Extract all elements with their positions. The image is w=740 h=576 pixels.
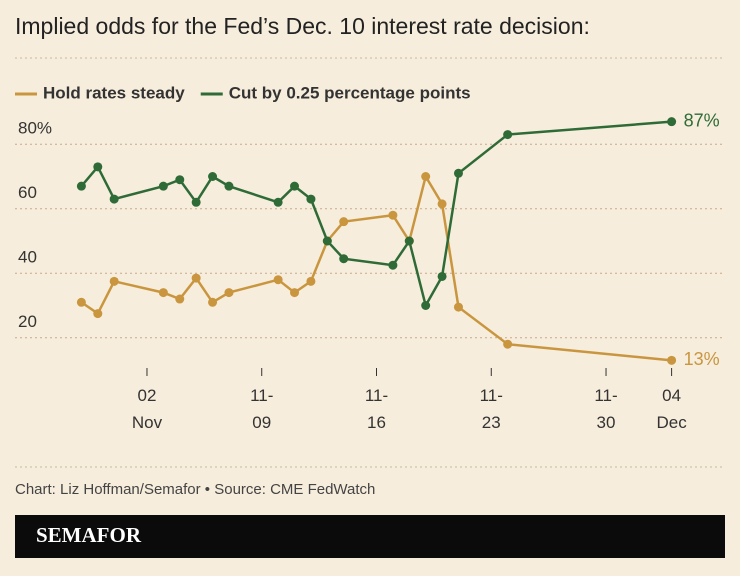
point	[437, 199, 447, 209]
x-tick-label: 11-09	[250, 386, 274, 432]
point	[453, 168, 463, 178]
point	[93, 309, 103, 319]
chart-title: Implied odds for the Fed’s Dec. 10 inter…	[15, 13, 590, 39]
point	[339, 254, 349, 264]
point	[437, 271, 447, 281]
point	[158, 181, 168, 191]
point	[306, 276, 316, 286]
x-tick-label: 04 Dec	[656, 386, 687, 432]
point	[667, 117, 677, 127]
x-tick-label: 02 Nov	[131, 386, 163, 432]
point	[453, 302, 463, 312]
point	[388, 260, 398, 270]
y-tick-label: 40	[18, 248, 37, 267]
y-tick-label: 80%	[18, 119, 52, 138]
point	[191, 273, 201, 283]
source: Chart: Liz Hoffman/Semafor • Source: CME…	[15, 481, 375, 498]
line	[80, 173, 672, 362]
point	[109, 194, 119, 204]
point	[322, 236, 332, 246]
line	[80, 120, 672, 309]
value-label: 87%	[684, 110, 720, 130]
point	[158, 288, 168, 298]
point	[224, 181, 234, 191]
point	[208, 172, 218, 181]
point	[175, 175, 185, 185]
legend-label: Hold rates steady	[43, 83, 185, 102]
point	[191, 197, 201, 207]
point	[667, 355, 677, 365]
point	[93, 162, 103, 172]
point	[175, 294, 185, 304]
point	[339, 217, 349, 227]
point	[208, 297, 218, 307]
point	[503, 130, 513, 140]
point	[76, 181, 86, 191]
point	[503, 339, 513, 349]
y-tick-label: 20	[18, 312, 37, 331]
point	[421, 301, 431, 310]
y-tick-label: 60	[18, 183, 37, 202]
point	[306, 194, 316, 204]
x-tick-label: 11-30	[594, 386, 618, 432]
brand: SEMAFOR	[36, 523, 142, 547]
point	[421, 172, 431, 181]
x-tick-label: 11-16	[364, 386, 389, 432]
point	[224, 288, 234, 298]
brand-bar	[15, 515, 725, 558]
point	[76, 297, 86, 307]
legend-label: Cut by 0.25 percentage points	[229, 83, 471, 102]
point	[404, 236, 414, 246]
value-label: 13%	[684, 349, 720, 369]
point	[290, 181, 300, 191]
x-tick-label: 11-23	[479, 386, 503, 432]
point	[290, 288, 300, 298]
point	[388, 210, 398, 220]
point	[109, 276, 119, 286]
point	[273, 275, 283, 285]
point	[273, 197, 283, 207]
